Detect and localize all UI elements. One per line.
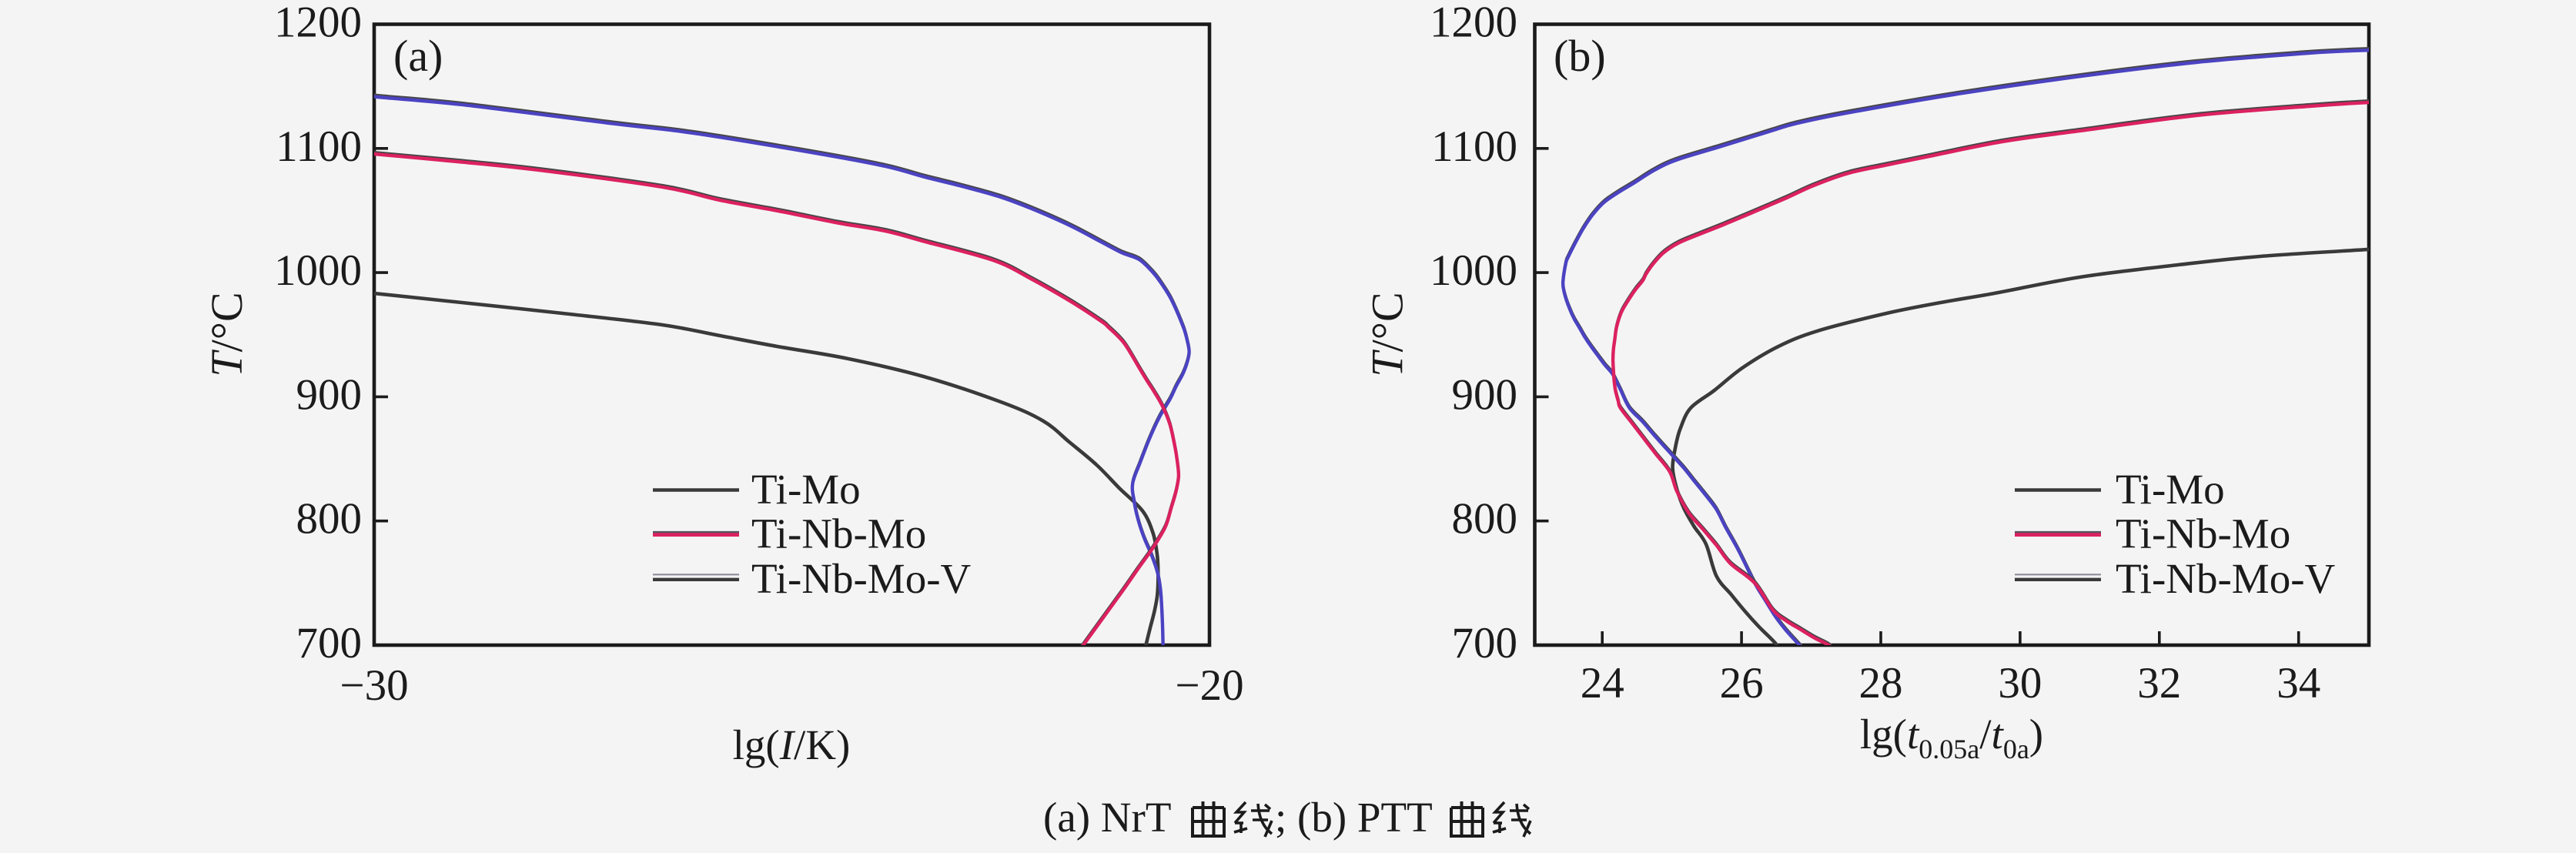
svg-text:(b): (b) (1554, 31, 1606, 81)
svg-text:30: 30 (1998, 659, 2042, 707)
svg-text:Ti-Mo: Ti-Mo (751, 466, 861, 513)
svg-text:−20: −20 (1175, 661, 1243, 710)
svg-text:1100: 1100 (1431, 122, 1517, 171)
svg-text:Ti-Nb-Mo: Ti-Nb-Mo (751, 510, 926, 557)
svg-text:; (b) PTT: ; (b) PTT (1275, 794, 1433, 841)
svg-text:T/°C: T/°C (1363, 292, 1413, 376)
svg-text:800: 800 (1452, 495, 1518, 544)
svg-text:900: 900 (296, 370, 363, 419)
svg-text:−30: −30 (340, 661, 408, 710)
svg-text:Ti-Nb-Mo-V: Ti-Nb-Mo-V (751, 555, 972, 602)
svg-text:lg(t0.05a/t0a): lg(t0.05a/t0a) (1860, 711, 2043, 764)
svg-text:800: 800 (296, 495, 363, 544)
svg-text:lg(I/K): lg(I/K) (733, 721, 851, 768)
svg-text:1100: 1100 (276, 122, 362, 171)
svg-text:Ti-Mo: Ti-Mo (2116, 466, 2225, 513)
svg-text:32: 32 (2137, 659, 2181, 707)
svg-text:Ti-Nb-Mo-V: Ti-Nb-Mo-V (2116, 555, 2336, 602)
svg-text:1200: 1200 (1430, 0, 1517, 47)
svg-text:1000: 1000 (274, 246, 362, 295)
svg-text:700: 700 (296, 619, 363, 667)
svg-text:1000: 1000 (1430, 246, 1517, 295)
svg-text:Ti-Nb-Mo: Ti-Nb-Mo (2116, 510, 2290, 557)
svg-text:(a) NrT: (a) NrT (1043, 794, 1171, 841)
svg-text:24: 24 (1581, 659, 1624, 707)
svg-text:T/°C: T/°C (202, 292, 252, 376)
svg-text:(a): (a) (393, 31, 443, 81)
svg-text:900: 900 (1452, 370, 1518, 419)
svg-text:1200: 1200 (274, 0, 362, 47)
svg-text:28: 28 (1859, 659, 1903, 707)
svg-text:700: 700 (1452, 619, 1518, 667)
svg-text:26: 26 (1720, 659, 1764, 707)
svg-text:34: 34 (2277, 659, 2320, 707)
